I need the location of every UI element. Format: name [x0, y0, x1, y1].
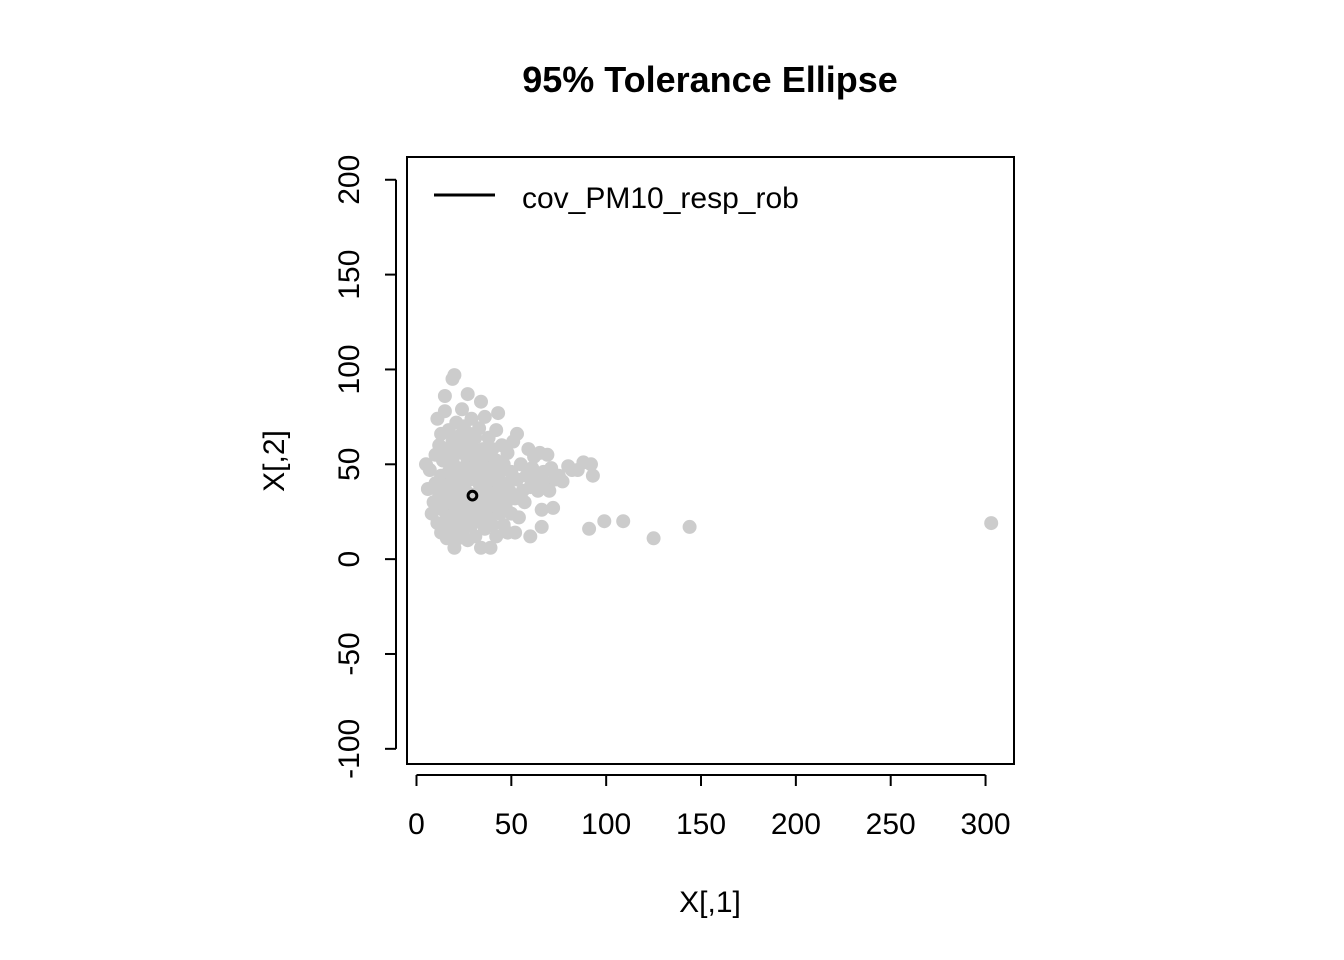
data-point: [616, 514, 631, 529]
data-point: [485, 518, 500, 532]
data-point: [584, 457, 598, 472]
points-layer: [419, 368, 999, 555]
data-point: [474, 394, 488, 409]
data-point: [508, 525, 523, 540]
data-point: [472, 421, 487, 436]
data-point: [468, 529, 483, 544]
data-point: [483, 540, 498, 555]
x-tick-label: 150: [676, 808, 726, 841]
tolerance-ellipse: [466, 489, 479, 502]
data-point: [534, 519, 549, 534]
data-point: [682, 519, 697, 534]
data-point: [500, 445, 515, 460]
data-point: [422, 463, 437, 477]
data-point: [582, 521, 597, 536]
x-tick-label: 0: [408, 808, 425, 841]
ellipse-layer: [466, 489, 479, 502]
y-tick-label: 200: [333, 155, 366, 205]
y-tick-label: -100: [333, 719, 366, 779]
y-tick-label: 100: [333, 344, 366, 394]
data-point: [489, 423, 504, 438]
x-axis-label: X[,1]: [679, 886, 741, 919]
y-tick-label: -50: [333, 632, 366, 675]
y-tick-label: 0: [333, 551, 366, 568]
data-point: [513, 457, 528, 472]
x-tick-label: 300: [961, 808, 1011, 841]
y-axis-label: X[,2]: [258, 430, 291, 492]
data-point: [555, 474, 570, 489]
x-tick-label: 100: [581, 808, 631, 841]
data-point: [534, 502, 549, 517]
y-axis: -100 -50 0 50 100 150 200: [333, 155, 397, 779]
data-point: [437, 389, 452, 403]
data-point: [437, 404, 452, 419]
x-tick-label: 50: [495, 808, 528, 841]
data-point: [491, 406, 506, 421]
data-point: [489, 529, 504, 544]
y-tick-label: 150: [333, 250, 366, 300]
data-point: [460, 387, 475, 402]
data-point: [542, 483, 557, 498]
y-tick-label: 50: [333, 448, 366, 481]
data-point: [517, 495, 532, 510]
data-point: [597, 514, 612, 529]
x-axis: 0 50 100 150 200 250 300: [408, 774, 1011, 841]
plot-frame: [406, 156, 1015, 765]
data-point: [523, 529, 538, 544]
x-tick-label: 200: [771, 808, 821, 841]
legend-label: cov_PM10_resp_rob: [522, 182, 799, 215]
data-point: [646, 531, 661, 546]
data-point: [540, 447, 555, 462]
data-point: [464, 411, 479, 426]
legend: cov_PM10_resp_rob: [434, 182, 799, 215]
data-point: [511, 510, 526, 525]
chart-title: 95% Tolerance Ellipse: [522, 59, 898, 100]
data-point: [984, 516, 999, 531]
data-point: [546, 500, 561, 515]
x-tick-label: 250: [866, 808, 916, 841]
data-point: [585, 468, 600, 483]
data-point: [447, 368, 462, 383]
data-point: [455, 402, 469, 417]
data-point: [510, 426, 524, 441]
data-point: [525, 461, 540, 476]
data-point: [477, 409, 492, 424]
